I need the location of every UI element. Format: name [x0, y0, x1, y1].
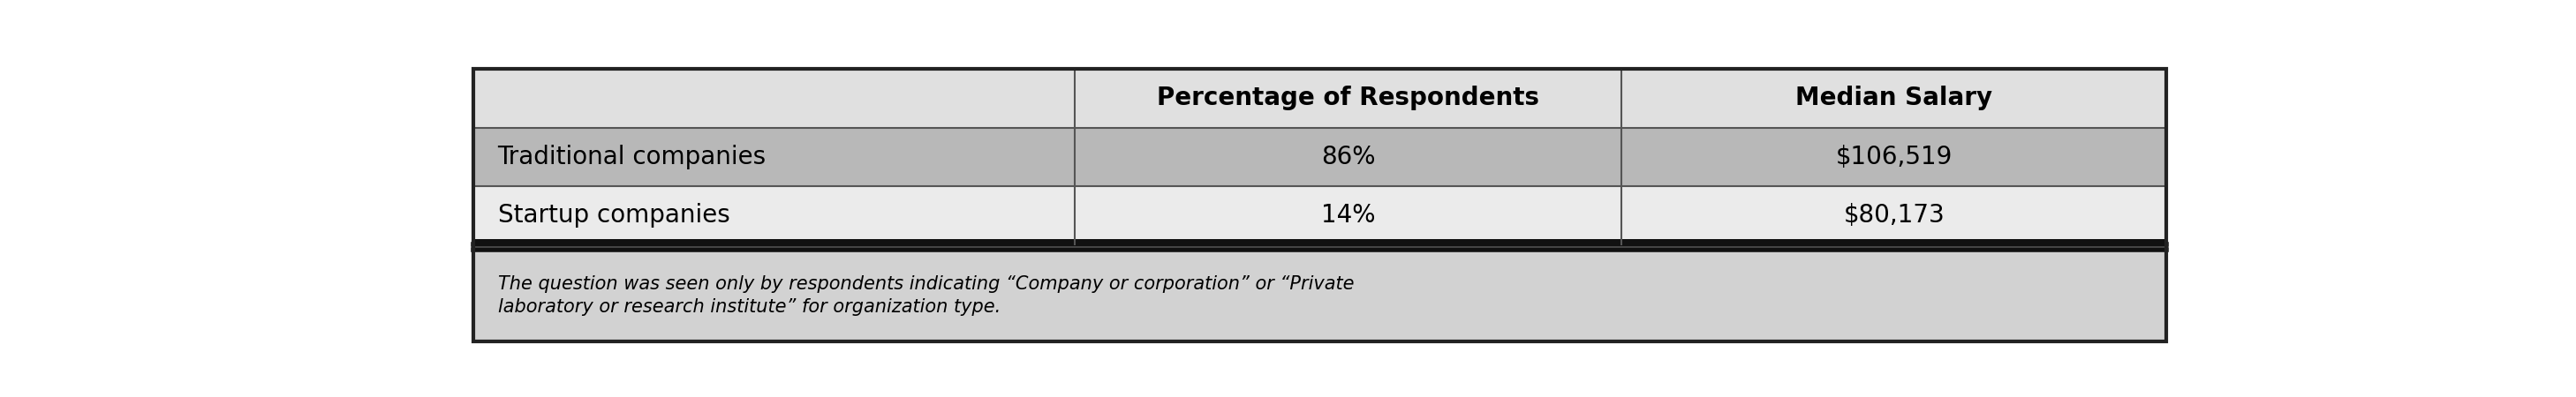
Text: Percentage of Respondents: Percentage of Respondents [1157, 86, 1540, 111]
Text: $80,173: $80,173 [1844, 203, 1945, 227]
Bar [474, 250, 2166, 341]
Text: 86%: 86% [1321, 145, 1376, 169]
Bar [474, 186, 2166, 245]
Text: Startup companies: Startup companies [497, 203, 729, 227]
Bar [474, 69, 2166, 341]
Text: The question was seen only by respondents indicating “Company or corporation” or: The question was seen only by respondent… [497, 275, 1355, 316]
Text: Median Salary: Median Salary [1795, 86, 1994, 111]
Bar [474, 239, 2166, 245]
Text: Traditional companies: Traditional companies [497, 145, 765, 169]
Text: 14%: 14% [1321, 203, 1376, 227]
Text: $106,519: $106,519 [1837, 145, 1953, 169]
Bar [474, 127, 2166, 186]
Bar [474, 69, 2166, 127]
